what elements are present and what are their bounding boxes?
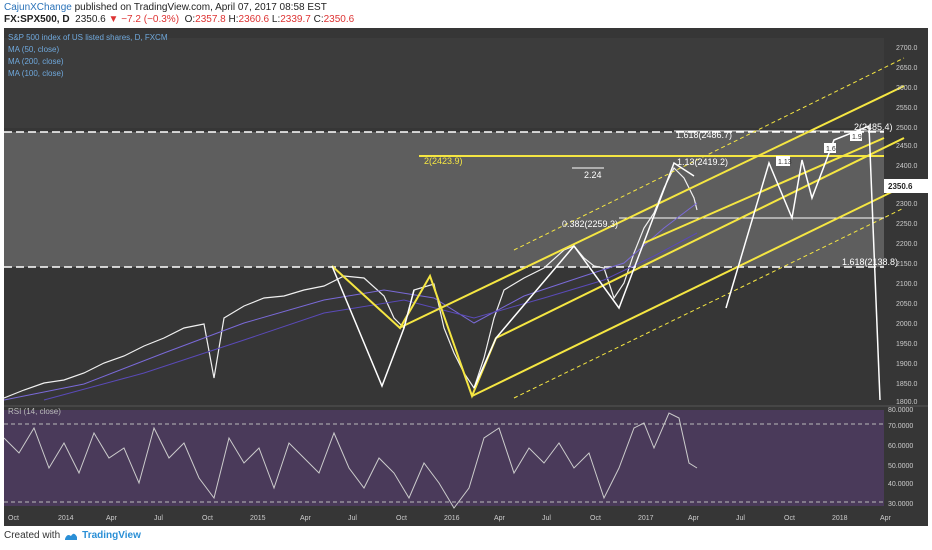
white-projection — [725, 124, 881, 401]
svg-text:Oct: Oct — [784, 515, 795, 522]
symbol: FX:SPX500, D — [4, 14, 70, 25]
svg-text:30.0000: 30.0000 — [888, 501, 913, 508]
svg-text:1850.0: 1850.0 — [896, 381, 918, 388]
svg-text:2500.0: 2500.0 — [896, 125, 918, 132]
rsi-line — [3, 412, 698, 509]
price-axis[interactable]: 2700.0 2650.0 2600.0 2550.0 2500.0 2450.… — [896, 45, 918, 406]
rsi-fill — [4, 410, 884, 506]
white-wave-mid — [473, 161, 695, 389]
svg-text:2100.0: 2100.0 — [896, 281, 918, 288]
svg-text:2250.0: 2250.0 — [896, 221, 918, 228]
legend-ma-50: MA (50, close) — [8, 45, 59, 54]
tradingview-logo-icon — [65, 533, 78, 540]
time-axis[interactable]: Oct 2014 Apr Jul Oct 2015 Apr Jul Oct 20… — [8, 515, 892, 522]
svg-text:Oct: Oct — [396, 515, 407, 522]
svg-text:Oct: Oct — [202, 515, 213, 522]
svg-text:2150.0: 2150.0 — [896, 261, 918, 268]
svg-text:1800.0: 1800.0 — [896, 399, 918, 406]
svg-text:Jul: Jul — [348, 515, 357, 522]
last-price: 2350.6 — [75, 14, 106, 25]
ma-50-line — [3, 202, 698, 401]
svg-text:2450.0: 2450.0 — [896, 143, 918, 150]
svg-text:2018: 2018 — [832, 515, 848, 522]
svg-text:Oct: Oct — [590, 515, 601, 522]
published-text: published on TradingView.com, April 07, … — [74, 2, 327, 13]
svg-text:80.0000: 80.0000 — [888, 407, 913, 414]
svg-text:60.0000: 60.0000 — [888, 443, 913, 450]
high-value: 2360.6 — [238, 14, 270, 25]
rsi-axis[interactable]: 80.0000 70.0000 60.0000 50.0000 40.0000 … — [888, 407, 913, 508]
svg-text:2017: 2017 — [638, 515, 654, 522]
svg-text:Apr: Apr — [880, 515, 892, 522]
fib-1618-bottom-label: 1.618(2138.8) — [842, 257, 898, 267]
publish-info: CajunXChange published on TradingView.co… — [4, 2, 327, 13]
middle-range-box — [4, 132, 884, 267]
marker-box-2 — [824, 143, 836, 153]
close-value: 2350.6 — [323, 14, 355, 25]
price-series — [3, 166, 698, 399]
fib-2-left-label: 2(2423.9) — [424, 156, 463, 166]
down-arrow-icon: ▼ — [108, 14, 119, 25]
svg-text:2200.0: 2200.0 — [896, 241, 918, 248]
svg-text:Jul: Jul — [736, 515, 745, 522]
svg-text:2016: 2016 — [444, 515, 460, 522]
svg-text:Oct: Oct — [8, 515, 19, 522]
low-value: 2339.7 — [280, 14, 311, 25]
footer: Created with TradingView — [4, 530, 141, 541]
upper-range-box — [4, 38, 884, 128]
svg-text:Jul: Jul — [154, 515, 163, 522]
chart-svg[interactable]: 1.618(2486.7) 2(2485.4) 2(2423.9) 1.13(2… — [3, 28, 928, 526]
svg-text:Apr: Apr — [106, 515, 118, 522]
label-224: 2.24 — [584, 170, 602, 180]
svg-text:2014: 2014 — [58, 515, 74, 522]
svg-text:Apr: Apr — [494, 515, 506, 522]
marker-box-1 — [776, 156, 790, 166]
svg-text:Apr: Apr — [688, 515, 700, 522]
fib-2-right-label: 2(2485.4) — [854, 122, 893, 132]
yellow-channel — [331, 85, 905, 399]
svg-text:2000.0: 2000.0 — [896, 321, 918, 328]
rsi-title: RSI (14, close) — [8, 407, 61, 416]
svg-text:1.6: 1.6 — [826, 146, 836, 153]
svg-text:Jul: Jul — [542, 515, 551, 522]
fib-113-label: 1.13(2419.2) — [677, 157, 728, 167]
svg-text:2300.0: 2300.0 — [896, 201, 918, 208]
fib-0382-label: 0.382(2259.3) — [562, 219, 618, 229]
price-change: −7.2 (−0.3%) — [121, 14, 180, 25]
current-price-label: 2350.6 — [888, 182, 913, 191]
marker-box-3 — [850, 131, 862, 141]
open-value: 2357.8 — [195, 14, 226, 25]
svg-text:2550.0: 2550.0 — [896, 105, 918, 112]
white-wave-left — [331, 265, 415, 389]
svg-text:Apr: Apr — [300, 515, 312, 522]
yellow-channel-dashed — [513, 57, 905, 399]
legend-title: S&P 500 index of US listed shares, D, FX… — [8, 33, 168, 42]
svg-text:2700.0: 2700.0 — [896, 45, 918, 52]
svg-text:1900.0: 1900.0 — [896, 361, 918, 368]
svg-text:40.0000: 40.0000 — [888, 481, 913, 488]
fib-1618-top-label: 1.618(2486.7) — [676, 130, 732, 140]
svg-text:70.0000: 70.0000 — [888, 423, 913, 430]
svg-text:2400.0: 2400.0 — [896, 163, 918, 170]
ohlc-line: FX:SPX500, D 2350.6 ▼ −7.2 (−0.3%) O:235… — [4, 14, 355, 25]
legend-ma-200: MA (200, close) — [8, 57, 64, 66]
svg-text:1.9: 1.9 — [852, 134, 862, 141]
svg-text:50.0000: 50.0000 — [888, 463, 913, 470]
svg-text:2015: 2015 — [250, 515, 266, 522]
svg-text:2600.0: 2600.0 — [896, 85, 918, 92]
created-with-text: Created with — [4, 530, 61, 541]
svg-text:2050.0: 2050.0 — [896, 301, 918, 308]
svg-text:1950.0: 1950.0 — [896, 341, 918, 348]
svg-text:2650.0: 2650.0 — [896, 65, 918, 72]
tradingview-link[interactable]: TradingView — [82, 530, 141, 541]
author-link[interactable]: CajunXChange — [4, 2, 72, 13]
legend-ma-100: MA (100, close) — [8, 69, 64, 78]
chart-area[interactable]: 1.618(2486.7) 2(2485.4) 2(2423.9) 1.13(2… — [3, 28, 928, 526]
current-price-tag — [884, 179, 928, 193]
svg-text:1.13: 1.13 — [778, 159, 792, 166]
